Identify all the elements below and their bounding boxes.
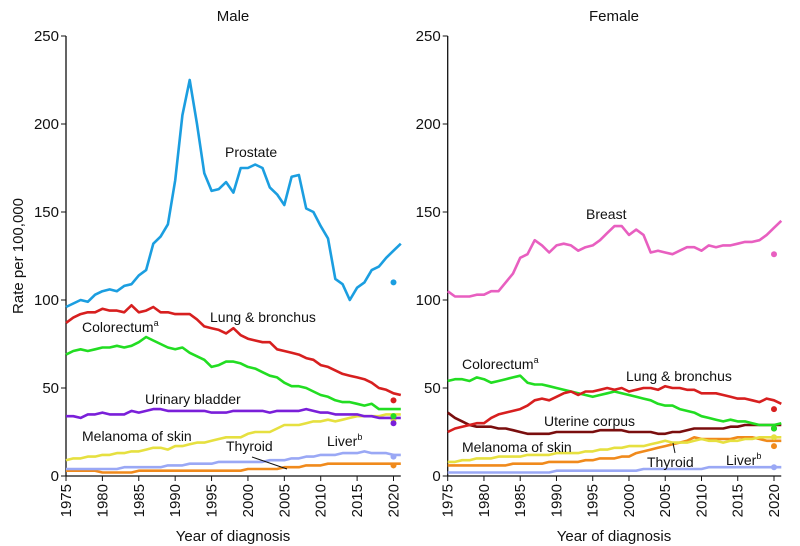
x-tick-label: 1980 <box>94 484 111 517</box>
series-line-uterine-corpus <box>446 411 782 436</box>
label-lung-female: Lung & bronchus <box>626 368 732 384</box>
series-line-liver <box>66 450 401 471</box>
point-2020-urinary-bladder <box>390 420 397 427</box>
x-tick-label: 1990 <box>167 484 184 517</box>
point-2020-thyroid <box>390 462 397 469</box>
label-liver-male: Liverb <box>327 432 362 449</box>
label-liver-female: Liverb <box>726 451 761 468</box>
y-tick-label: 100 <box>34 292 59 309</box>
series-line-melanoma-of-skin <box>447 435 782 464</box>
male-series-labels: Prostate Lung & bronchus Colorectuma Uri… <box>82 144 362 470</box>
x-tick-label: 2005 <box>657 484 674 517</box>
point-2020-liver <box>771 464 777 471</box>
thyroid-leader-line-female <box>672 442 676 454</box>
x-tick-label: 2000 <box>240 484 257 517</box>
label-lung-male: Lung & bronchus <box>210 309 316 325</box>
y-tick-label: 50 <box>42 380 59 397</box>
label-bladder-male: Urinary bladder <box>145 391 241 407</box>
series-line-breast <box>446 219 783 298</box>
male-panel: 0 50 100 150 200 250 1975 1980 1985 1990 1995 2000 2… <box>34 28 403 517</box>
series-line-melanoma-of-skin <box>65 413 401 462</box>
label-uterine-female: Uterine corpus <box>544 413 635 429</box>
x-tick-label: 2010 <box>693 484 710 517</box>
female-x-axis-label: Year of diagnosis <box>557 528 672 545</box>
female-panel: 0 50 100 150 200 250 1975 1980 1985 1990 1995 2000 2… <box>416 28 783 517</box>
female-series-labels: Breast Lung & bronchus Colorectuma Uteri… <box>462 206 761 470</box>
series-line-colorectum <box>447 374 782 427</box>
series-line-thyroid <box>447 435 782 467</box>
y-axis-label: Rate per 100,000 <box>10 198 27 314</box>
y-tick-label: 50 <box>424 380 441 397</box>
x-tick-label: 2020 <box>386 484 403 517</box>
label-thyroid-female: Thyroid <box>647 454 694 470</box>
x-tick-label: 1980 <box>476 484 493 517</box>
series-line-colorectum <box>65 335 401 411</box>
point-2020-prostate <box>390 279 397 286</box>
label-melanoma-female: Melanoma of skin <box>462 439 572 455</box>
series-line-urinary-bladder <box>66 407 401 420</box>
point-2020-breast <box>771 251 777 258</box>
x-tick-label: 1990 <box>548 484 565 517</box>
male-x-axis-label: Year of diagnosis <box>176 528 291 545</box>
point-2020-lung-bronchus <box>390 397 397 404</box>
label-breast: Breast <box>586 206 627 222</box>
x-tick-label: 2010 <box>313 484 330 517</box>
point-2020-liver <box>390 453 397 460</box>
x-tick-label: 1975 <box>440 484 457 517</box>
x-tick-label: 1995 <box>204 484 221 517</box>
point-2020-colorectum <box>771 425 777 432</box>
point-2020-lung-bronchus <box>771 406 777 413</box>
y-tick-label: 150 <box>34 204 59 221</box>
x-tick-label: 2020 <box>766 484 783 517</box>
series-line-prostate <box>65 78 402 309</box>
x-tick-label: 1985 <box>512 484 529 517</box>
y-tick-label: 200 <box>34 116 59 133</box>
label-colorectum-male: Colorectuma <box>82 318 159 335</box>
y-tick-label: 250 <box>416 28 441 45</box>
y-tick-label: 0 <box>432 468 440 485</box>
series-line-liver <box>447 465 782 474</box>
male-panel-title: Male <box>217 8 250 25</box>
y-tick-label: 200 <box>416 116 441 133</box>
x-tick-label: 1985 <box>131 484 148 517</box>
series-line-lung-bronchus <box>65 303 402 397</box>
point-2020-thyroid <box>771 443 777 450</box>
x-tick-label: 1995 <box>585 484 602 517</box>
x-tick-label: 1975 <box>58 484 75 517</box>
point-2020-melanoma-of-skin <box>771 434 777 441</box>
label-colorectum-female: Colorectuma <box>462 355 539 372</box>
y-tick-label: 250 <box>34 28 59 45</box>
thyroid-leader-line-male <box>251 456 288 470</box>
x-tick-label: 2015 <box>730 484 747 517</box>
y-tick-label: 150 <box>416 204 441 221</box>
y-tick-label: 100 <box>416 292 441 309</box>
point-2020-colorectum <box>390 413 397 420</box>
series-line-thyroid <box>66 462 401 474</box>
female-panel-title: Female <box>589 8 639 25</box>
x-tick-label: 2015 <box>349 484 366 517</box>
y-tick-label: 0 <box>51 468 59 485</box>
label-prostate: Prostate <box>225 144 277 160</box>
series-line-lung-bronchus <box>447 384 782 434</box>
x-tick-label: 2000 <box>621 484 638 517</box>
x-tick-label: 2005 <box>276 484 293 517</box>
label-melanoma-male: Melanoma of skin <box>82 428 192 444</box>
label-thyroid-male: Thyroid <box>226 438 273 454</box>
